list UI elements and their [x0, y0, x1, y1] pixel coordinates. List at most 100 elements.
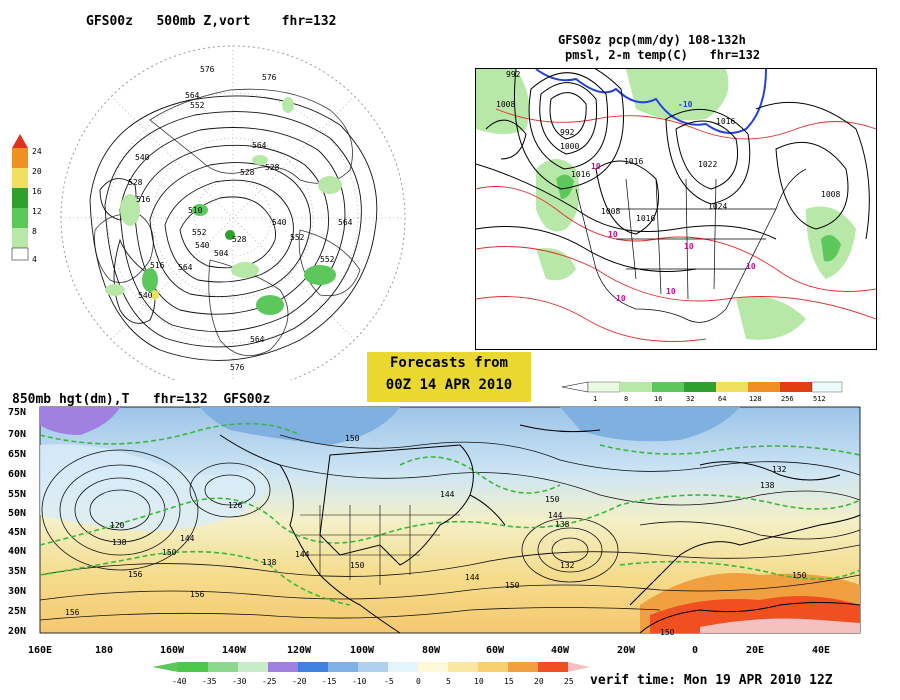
- colorbar-tick: 20: [534, 677, 544, 686]
- contour-label: 144: [180, 534, 195, 543]
- contour-label: 528: [265, 163, 280, 172]
- lat-label: 45N: [8, 527, 26, 538]
- verif-time: verif time: Mon 19 APR 2010 12Z: [590, 673, 833, 688]
- lon-label: 160E: [28, 645, 52, 656]
- polar-map-title: GFS00z 500mb Z,vort fhr=132: [86, 14, 337, 29]
- temp-label: 10: [684, 242, 694, 251]
- lat-label: 30N: [8, 586, 26, 597]
- lon-label: 40W: [551, 645, 570, 656]
- contour-label: 150: [162, 548, 177, 557]
- isobar-label: 1000: [560, 142, 579, 151]
- temperature-colorbar: -40 -35 -30 -25 -20 -15 -10 -5 0 5 10 15…: [152, 662, 590, 686]
- colorbar-tick: 8: [624, 395, 628, 403]
- lat-label: 40N: [8, 546, 26, 557]
- contour-label: 540: [135, 153, 150, 162]
- contour-label: 504: [214, 249, 229, 258]
- isobar-label: 992: [506, 70, 521, 79]
- lon-label: 20E: [746, 645, 764, 656]
- forecast-init-line2: 00Z 14 APR 2010: [385, 377, 513, 393]
- precip-map-title-line2: pmsl, 2-m temp(C) fhr=132: [565, 48, 761, 62]
- contour-label: 576: [200, 65, 215, 74]
- contour-label: 576: [230, 363, 245, 372]
- temp-label: 10: [608, 230, 618, 239]
- lat-label: 60N: [8, 469, 26, 480]
- contour-label: 132: [560, 561, 575, 570]
- isobar-label: 1008: [496, 100, 515, 109]
- contour-label: 540: [272, 218, 287, 227]
- colorbar-tick: 128: [749, 395, 762, 403]
- colorbar-tick: 64: [718, 395, 726, 403]
- colorbar-tick: 10: [474, 677, 484, 686]
- vorticity-shading: [105, 97, 342, 315]
- temp-label: 10: [616, 294, 626, 303]
- lat-label: 20N: [8, 626, 26, 637]
- lat-label: 75N: [8, 407, 26, 418]
- contour-label: 540: [138, 291, 153, 300]
- forecast-init-line1: Forecasts from: [389, 355, 508, 371]
- contour-label: 150: [345, 434, 360, 443]
- contour-label: 552: [192, 228, 207, 237]
- lon-label: 180: [95, 645, 113, 656]
- temp-label: 10: [591, 162, 601, 171]
- isobar-label: 1016: [716, 117, 735, 126]
- isobar-label: 1016: [624, 157, 643, 166]
- contour-label: 138: [262, 558, 277, 567]
- contour-label: 138: [555, 520, 570, 529]
- contour-label: 516: [136, 195, 151, 204]
- colorbar-tick: 12: [32, 207, 42, 216]
- isobar-label: 992: [560, 128, 575, 137]
- contour-label: 516: [150, 261, 165, 270]
- lon-label: 100W: [350, 645, 375, 656]
- contour-label: 528: [240, 168, 255, 177]
- colorbar-tick: 0: [416, 677, 421, 686]
- polar-500mb-map: 576 576 564 552 540 528 516 510 528 564 …: [60, 45, 406, 380]
- colorbar-tick: 20: [32, 167, 42, 176]
- colorbar-tick: -40: [172, 677, 187, 686]
- contour-label: 126: [228, 501, 243, 510]
- contour-label: 564: [338, 218, 353, 227]
- isobar-label: 1022: [698, 160, 717, 169]
- colorbar-tick: 4: [32, 255, 37, 264]
- contour-label: 150: [505, 581, 520, 590]
- colorbar-tick: 32: [686, 395, 694, 403]
- lon-label: 80W: [422, 645, 441, 656]
- colorbar-tick: 512: [813, 395, 826, 403]
- contour-label: 552: [320, 255, 335, 264]
- colorbar-tick: 25: [564, 677, 574, 686]
- lon-label: 60W: [486, 645, 505, 656]
- contour-label: 528: [128, 178, 143, 187]
- colorbar-tick: -20: [292, 677, 307, 686]
- isobar-label: 1024: [708, 202, 727, 211]
- contour-label: 552: [290, 233, 305, 242]
- contour-label: 150: [660, 628, 675, 637]
- colorbar-tick: 5: [446, 677, 451, 686]
- vorticity-colorbar: 24 20 16 12 8 4: [11, 134, 42, 264]
- colorbar-tick: 256: [781, 395, 794, 403]
- temp-label: 10: [746, 262, 756, 271]
- colorbar-tick: -25: [262, 677, 277, 686]
- 850mb-map-title: 850mb hgt(dm),T fhr=132 GFS00z: [12, 392, 271, 407]
- isobar-label: 1016: [571, 170, 590, 179]
- contour-label: 144: [440, 490, 455, 499]
- isobar-label: 1008: [601, 207, 620, 216]
- contour-label: 150: [792, 571, 807, 580]
- temp-label: 10: [666, 287, 676, 296]
- polar-contour-labels: 576 576 564 552 540 528 516 510 528 564 …: [128, 65, 353, 372]
- precip-colorbar: 1 8 16 32 64 128 256 512: [561, 381, 843, 403]
- lon-label: 160W: [160, 645, 185, 656]
- temp-label: -10: [678, 100, 693, 109]
- colorbar-tick: 16: [654, 395, 662, 403]
- colorbar-tick: 8: [32, 227, 37, 236]
- lon-label: 0: [692, 645, 698, 656]
- contour-label: 138: [760, 481, 775, 490]
- colorbar-tick: 15: [504, 677, 514, 686]
- colorbar-tick: -10: [352, 677, 367, 686]
- lat-label: 50N: [8, 508, 26, 519]
- contour-label: 150: [350, 561, 365, 570]
- lat-label: 55N: [8, 489, 26, 500]
- contour-label: 144: [295, 550, 310, 559]
- contour-label: 528: [232, 235, 247, 244]
- contour-label: 144: [465, 573, 480, 582]
- lat-label: 35N: [8, 566, 26, 577]
- 850mb-temperature-map: 120 138 144 150 156 156 126 138 144 150 …: [8, 406, 861, 656]
